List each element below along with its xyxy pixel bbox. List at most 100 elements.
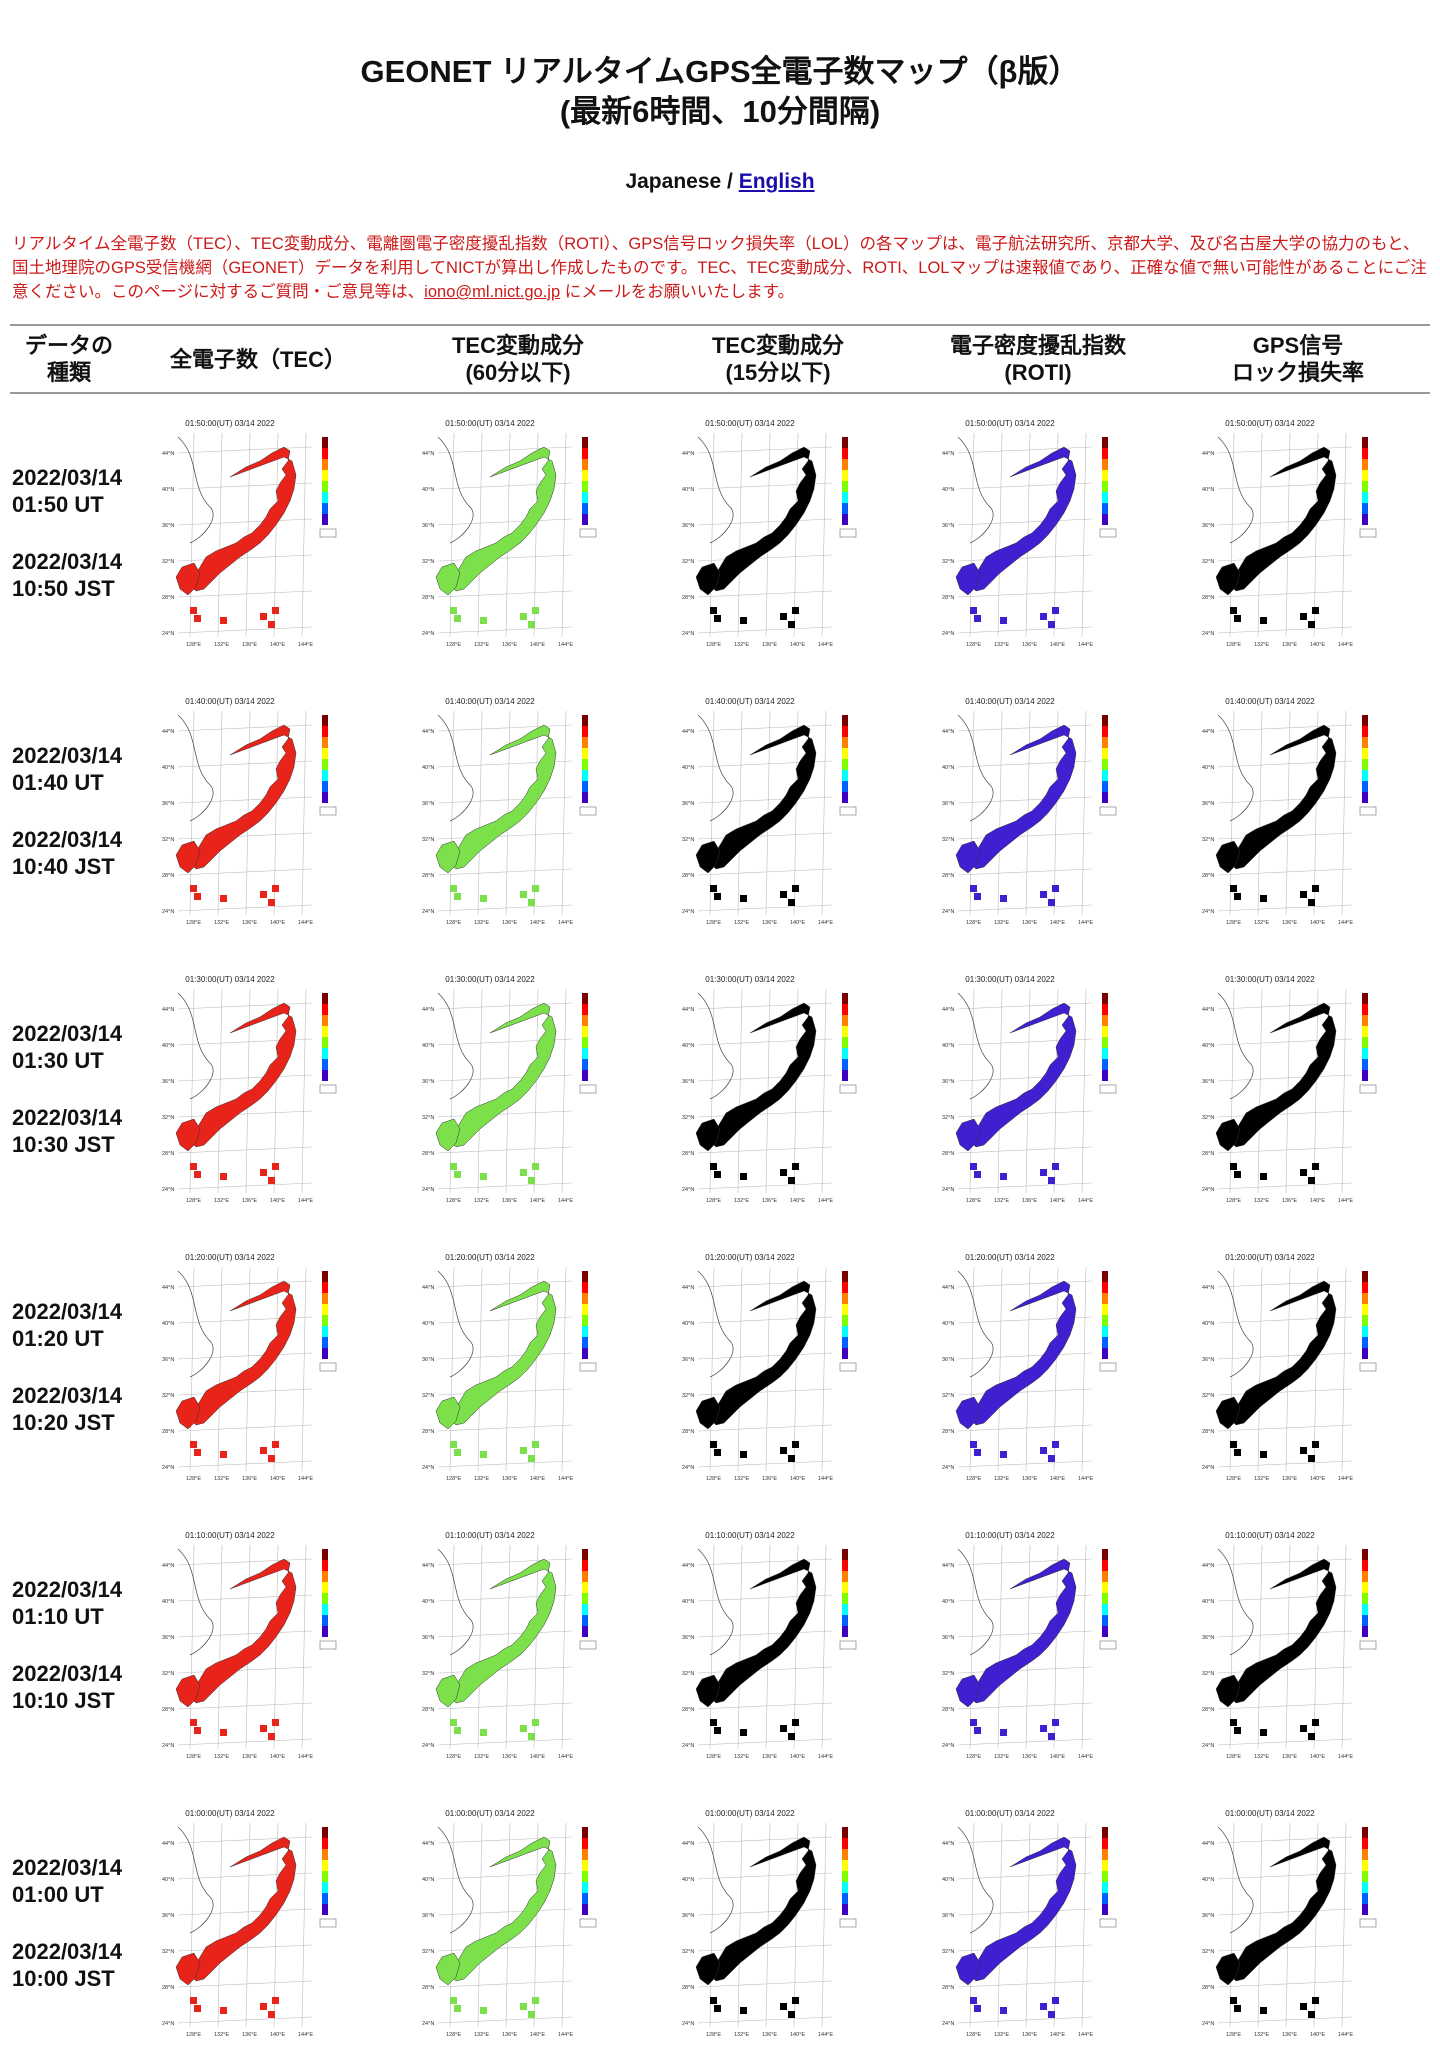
map-image-lol[interactable]: 01:40:00(UT) 03/14 2022 44°N 40°N 36°N 32°N 2… [1200, 695, 1400, 927]
kyushu-fill [175, 562, 201, 596]
lat-label: 24°N [942, 909, 954, 915]
map-cell-lol[interactable]: 01:20:00(UT) 03/14 2022 44°N 40°N 36°N 32°N 2… [1170, 1251, 1430, 1483]
island-mark [190, 1719, 197, 1726]
map-cell-lol[interactable]: 01:40:00(UT) 03/14 2022 44°N 40°N 36°N 32°N 2… [1170, 695, 1430, 927]
map-cell-lol[interactable]: 01:00:00(UT) 03/14 2022 44°N 40°N 36°N 32°N 2… [1170, 1807, 1430, 2039]
map-cell-tec[interactable]: 01:30:00(UT) 03/14 2022 44°N 40°N 36°N 32°N 2… [130, 973, 390, 1205]
map-cell-dtec15[interactable]: 01:40:00(UT) 03/14 2022 44°N 40°N 36°N 32°N 2… [650, 695, 910, 927]
map-cell-dtec15[interactable]: 01:00:00(UT) 03/14 2022 44°N 40°N 36°N 32°N 2… [650, 1807, 910, 2039]
map-image-dtec15[interactable]: 01:50:00(UT) 03/14 2022 44°N 40°N 36°N 32°N 2… [680, 417, 880, 649]
map-cell-lol[interactable]: 01:10:00(UT) 03/14 2022 44°N 40°N 36°N 32°N 2… [1170, 1529, 1430, 1761]
colorbar-segment [1362, 1026, 1368, 1037]
map-cell-dtec15[interactable]: 01:10:00(UT) 03/14 2022 44°N 40°N 36°N 32°N 2… [650, 1529, 910, 1761]
lat-label: 44°N [682, 1007, 694, 1013]
colorbar-logo [839, 1084, 857, 1094]
map-cell-dtec15[interactable]: 01:30:00(UT) 03/14 2022 44°N 40°N 36°N 32°N 2… [650, 973, 910, 1205]
map-image-dtec60[interactable]: 01:50:00(UT) 03/14 2022 44°N 40°N 36°N 32°N 2… [420, 417, 620, 649]
coastline [697, 1270, 734, 1378]
map-cell-roti[interactable]: 01:30:00(UT) 03/14 2022 44°N 40°N 36°N 32°N 2… [910, 973, 1170, 1205]
lon-label: 132°E [474, 1754, 489, 1760]
lat-label: 28°N [422, 1429, 434, 1435]
map-image-roti[interactable]: 01:40:00(UT) 03/14 2022 44°N 40°N 36°N 32°N 2… [940, 695, 1140, 927]
map-cell-roti[interactable]: 01:00:00(UT) 03/14 2022 44°N 40°N 36°N 32°N 2… [910, 1807, 1170, 2039]
map-cell-roti[interactable]: 01:20:00(UT) 03/14 2022 44°N 40°N 36°N 32°N 2… [910, 1251, 1170, 1483]
map-cell-dtec60[interactable]: 01:00:00(UT) 03/14 2022 44°N 40°N 36°N 32°N 2… [390, 1807, 650, 2039]
ut-time: 01:40 UT [12, 770, 104, 795]
colorbar-segment [322, 781, 328, 792]
map-cell-roti[interactable]: 01:40:00(UT) 03/14 2022 44°N 40°N 36°N 32°N 2… [910, 695, 1170, 927]
map-image-tec[interactable]: 01:00:00(UT) 03/14 2022 44°N 40°N 36°N 32°N 2… [160, 1807, 360, 2039]
map-image-dtec15[interactable]: 01:30:00(UT) 03/14 2022 44°N 40°N 36°N 32°N 2… [680, 973, 880, 1205]
map-image-dtec60[interactable]: 01:40:00(UT) 03/14 2022 44°N 40°N 36°N 32°N 2… [420, 695, 620, 927]
map-image-tec[interactable]: 01:10:00(UT) 03/14 2022 44°N 40°N 36°N 32°N 2… [160, 1529, 360, 1761]
email-link[interactable]: iono@ml.nict.go.jp [424, 283, 561, 301]
colorbar-segment [582, 1893, 588, 1904]
map-image-dtec60[interactable]: 01:10:00(UT) 03/14 2022 44°N 40°N 36°N 32°N 2… [420, 1529, 620, 1761]
map-image-lol[interactable]: 01:20:00(UT) 03/14 2022 44°N 40°N 36°N 32°N 2… [1200, 1251, 1400, 1483]
island-mark [1052, 1441, 1059, 1448]
colorbar-segment [322, 1604, 328, 1615]
map-cell-dtec60[interactable]: 01:10:00(UT) 03/14 2022 44°N 40°N 36°N 32°N 2… [390, 1529, 650, 1761]
lat-label: 36°N [422, 1357, 434, 1363]
map-image-roti[interactable]: 01:10:00(UT) 03/14 2022 44°N 40°N 36°N 32°N 2… [940, 1529, 1140, 1761]
colorbar-segment [582, 1593, 588, 1604]
map-image-dtec15[interactable]: 01:40:00(UT) 03/14 2022 44°N 40°N 36°N 32°N 2… [680, 695, 880, 927]
map-image-dtec15[interactable]: 01:20:00(UT) 03/14 2022 44°N 40°N 36°N 32°N 2… [680, 1251, 880, 1483]
map-cell-lol[interactable]: 01:50:00(UT) 03/14 2022 44°N 40°N 36°N 32°N 2… [1170, 417, 1430, 649]
lat-label: 28°N [162, 1707, 174, 1713]
map-cell-lol[interactable]: 01:30:00(UT) 03/14 2022 44°N 40°N 36°N 32°N 2… [1170, 973, 1430, 1205]
map-image-roti[interactable]: 01:50:00(UT) 03/14 2022 44°N 40°N 36°N 32°N 2… [940, 417, 1140, 649]
colorbar-segment [582, 1838, 588, 1849]
map-image-dtec60[interactable]: 01:30:00(UT) 03/14 2022 44°N 40°N 36°N 32°N 2… [420, 973, 620, 1205]
map-image-dtec60[interactable]: 01:20:00(UT) 03/14 2022 44°N 40°N 36°N 32°N 2… [420, 1251, 620, 1483]
lon-label: 136°E [502, 920, 517, 926]
lon-label: 132°E [734, 2032, 749, 2038]
map-cell-tec[interactable]: 01:50:00(UT) 03/14 2022 44°N 40°N 36°N 32°N 2… [130, 417, 390, 649]
colorbar-segment [1362, 481, 1368, 492]
colorbar-segment [1362, 1871, 1368, 1882]
map-image-lol[interactable]: 01:30:00(UT) 03/14 2022 44°N 40°N 36°N 32°N 2… [1200, 973, 1400, 1205]
map-image-tec[interactable]: 01:40:00(UT) 03/14 2022 44°N 40°N 36°N 32°N 2… [160, 695, 360, 927]
colorbar-segment [582, 448, 588, 459]
colorbar-segment [1102, 1849, 1108, 1860]
coastline [177, 436, 214, 544]
map-cell-tec[interactable]: 01:40:00(UT) 03/14 2022 44°N 40°N 36°N 32°N 2… [130, 695, 390, 927]
map-cell-roti[interactable]: 01:10:00(UT) 03/14 2022 44°N 40°N 36°N 32°N 2… [910, 1529, 1170, 1761]
colorbar-segment [582, 503, 588, 514]
colorbar-segment [322, 470, 328, 481]
colorbar-segment [1362, 503, 1368, 514]
map-image-dtec15[interactable]: 01:10:00(UT) 03/14 2022 44°N 40°N 36°N 32°N 2… [680, 1529, 880, 1761]
colorbar-segment [322, 715, 328, 726]
map-image-tec[interactable]: 01:20:00(UT) 03/14 2022 44°N 40°N 36°N 32°N 2… [160, 1251, 360, 1483]
colorbar-segment [582, 1070, 588, 1081]
map-cell-tec[interactable]: 01:00:00(UT) 03/14 2022 44°N 40°N 36°N 32°N 2… [130, 1807, 390, 2039]
colorbar-segment [842, 1593, 848, 1604]
map-image-roti[interactable]: 01:00:00(UT) 03/14 2022 44°N 40°N 36°N 32°N 2… [940, 1807, 1140, 2039]
map-cell-dtec60[interactable]: 01:50:00(UT) 03/14 2022 44°N 40°N 36°N 32°N 2… [390, 417, 650, 649]
map-cell-dtec15[interactable]: 01:20:00(UT) 03/14 2022 44°N 40°N 36°N 32°N 2… [650, 1251, 910, 1483]
map-cell-dtec60[interactable]: 01:40:00(UT) 03/14 2022 44°N 40°N 36°N 32°N 2… [390, 695, 650, 927]
lat-label: 24°N [682, 1743, 694, 1749]
map-image-roti[interactable]: 01:30:00(UT) 03/14 2022 44°N 40°N 36°N 32°N 2… [940, 973, 1140, 1205]
colorbar-segment [1102, 1827, 1108, 1838]
map-cell-roti[interactable]: 01:50:00(UT) 03/14 2022 44°N 40°N 36°N 32°N 2… [910, 417, 1170, 649]
map-cell-dtec60[interactable]: 01:30:00(UT) 03/14 2022 44°N 40°N 36°N 32°N 2… [390, 973, 650, 1205]
lon-label: 136°E [502, 1198, 517, 1204]
colorbar-logo [319, 1640, 337, 1650]
english-link[interactable]: English [738, 170, 815, 193]
map-image-lol[interactable]: 01:50:00(UT) 03/14 2022 44°N 40°N 36°N 32°N 2… [1200, 417, 1400, 649]
map-image-tec[interactable]: 01:30:00(UT) 03/14 2022 44°N 40°N 36°N 32°N 2… [160, 973, 360, 1205]
map-image-dtec15[interactable]: 01:00:00(UT) 03/14 2022 44°N 40°N 36°N 32°N 2… [680, 1807, 880, 2039]
map-image-lol[interactable]: 01:10:00(UT) 03/14 2022 44°N 40°N 36°N 32°N 2… [1200, 1529, 1400, 1761]
map-image-roti[interactable]: 01:20:00(UT) 03/14 2022 44°N 40°N 36°N 32°N 2… [940, 1251, 1140, 1483]
japan-region-fill [189, 724, 297, 870]
map-image-dtec60[interactable]: 01:00:00(UT) 03/14 2022 44°N 40°N 36°N 32°N 2… [420, 1807, 620, 2039]
map-cell-dtec60[interactable]: 01:20:00(UT) 03/14 2022 44°N 40°N 36°N 32°N 2… [390, 1251, 650, 1483]
map-image-lol[interactable]: 01:00:00(UT) 03/14 2022 44°N 40°N 36°N 32°N 2… [1200, 1807, 1400, 2039]
map-cell-dtec15[interactable]: 01:50:00(UT) 03/14 2022 44°N 40°N 36°N 32°N 2… [650, 417, 910, 649]
map-cell-tec[interactable]: 01:10:00(UT) 03/14 2022 44°N 40°N 36°N 32°N 2… [130, 1529, 390, 1761]
map-cell-tec[interactable]: 01:20:00(UT) 03/14 2022 44°N 40°N 36°N 32°N 2… [130, 1251, 390, 1483]
lat-label: 40°N [942, 1599, 954, 1605]
map-image-tec[interactable]: 01:50:00(UT) 03/14 2022 44°N 40°N 36°N 32°N 2… [160, 417, 360, 649]
lat-label: 24°N [942, 1465, 954, 1471]
